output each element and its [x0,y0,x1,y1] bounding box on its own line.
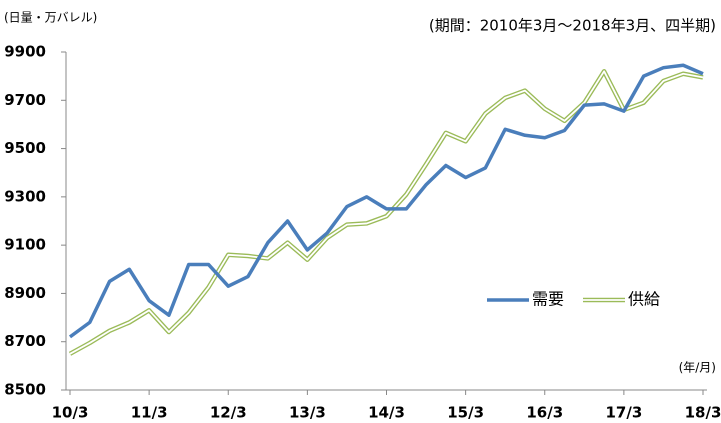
series-line-inner [69,70,704,355]
x-tick-label: 15/3 [447,404,484,422]
legend-label: 需要 [532,290,564,309]
x-tick-label: 17/3 [605,404,642,422]
x-tick-label: 10/3 [52,404,89,422]
x-tick-label: 11/3 [131,404,168,422]
period-note: (期間：2010年3月～2018年3月、四半期) [429,17,716,35]
y-tick-label: 8500 [4,381,46,399]
y-tick-label: 9300 [4,187,46,205]
y-tick-label: 8900 [4,284,46,302]
legend-label: 供給 [628,290,660,309]
y-tick-label: 9900 [4,43,46,61]
x-tick-label: 18/3 [685,404,721,422]
x-tick-label: 14/3 [368,404,405,422]
x-tick-label: 12/3 [210,404,247,422]
y-tick-label: 9700 [4,91,46,109]
y-tick-label: 9100 [4,236,46,254]
y-tick-label: 9500 [4,139,46,157]
series-line [68,63,704,339]
x-axis-label: (年/月) [679,361,716,375]
unit-label: (日量・万バレル) [4,11,97,25]
x-tick-label: 13/3 [289,404,326,422]
x-tick-label: 16/3 [526,404,563,422]
y-tick-label: 8700 [4,332,46,350]
